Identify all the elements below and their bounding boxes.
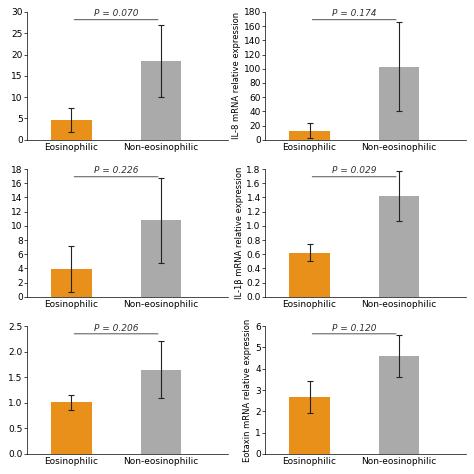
Text: P = 0.226: P = 0.226 bbox=[94, 166, 138, 175]
Y-axis label: Eotaxin mRNA relative expression: Eotaxin mRNA relative expression bbox=[243, 319, 252, 462]
Text: P = 0.174: P = 0.174 bbox=[332, 9, 376, 18]
Bar bbox=[379, 196, 419, 297]
Text: P = 0.206: P = 0.206 bbox=[94, 323, 138, 332]
Bar bbox=[290, 398, 329, 454]
Text: P = 0.029: P = 0.029 bbox=[332, 166, 376, 175]
Bar bbox=[51, 269, 91, 297]
Bar bbox=[141, 61, 181, 140]
Text: P = 0.120: P = 0.120 bbox=[332, 323, 376, 332]
Bar bbox=[379, 67, 419, 140]
Bar bbox=[379, 356, 419, 454]
Y-axis label: IL-1β mRNA relative expression: IL-1β mRNA relative expression bbox=[235, 167, 244, 299]
Bar bbox=[141, 370, 181, 454]
Bar bbox=[290, 253, 329, 297]
Y-axis label: IL-8 mRNA relative expression: IL-8 mRNA relative expression bbox=[232, 12, 241, 139]
Bar bbox=[51, 402, 91, 454]
Bar bbox=[141, 220, 181, 297]
Bar bbox=[51, 120, 91, 140]
Text: P = 0.070: P = 0.070 bbox=[94, 9, 138, 18]
Bar bbox=[290, 130, 329, 140]
